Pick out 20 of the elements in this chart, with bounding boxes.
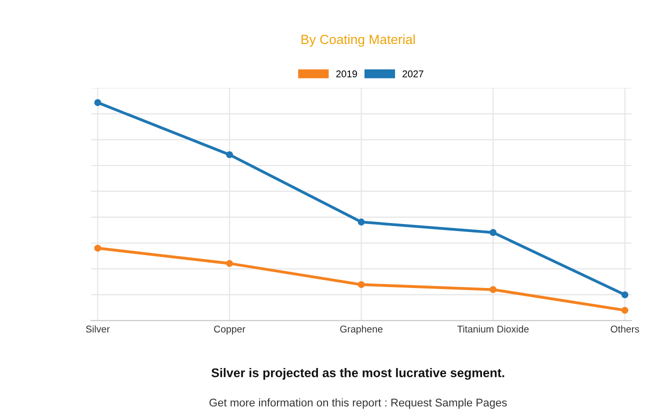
point — [621, 291, 628, 298]
chart-title: By Coating Material — [302, 34, 415, 47]
text: Silver is projected as the most lucrative segment. — [211, 368, 504, 380]
legend-label: 2027 — [402, 70, 424, 78]
point — [94, 244, 102, 252]
point — [226, 260, 233, 267]
x-tick-label: Graphene — [340, 325, 382, 334]
point — [358, 281, 365, 288]
point — [94, 99, 102, 106]
legend-label: 2019 — [336, 70, 357, 78]
point — [621, 306, 628, 314]
x-tick-label: Others — [610, 325, 640, 333]
x-tick-label: Copper — [214, 326, 246, 334]
x-tick-label: Silver — [86, 325, 110, 333]
point — [226, 151, 233, 158]
point — [358, 218, 365, 226]
x-tick-label: Titanium Dioxide — [457, 325, 529, 333]
point — [490, 286, 497, 294]
text: Get more information on this report : Request Sample Pages — [209, 398, 507, 409]
point — [490, 229, 497, 236]
